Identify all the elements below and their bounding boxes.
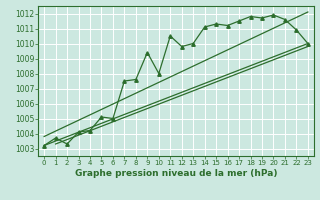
X-axis label: Graphe pression niveau de la mer (hPa): Graphe pression niveau de la mer (hPa) xyxy=(75,169,277,178)
